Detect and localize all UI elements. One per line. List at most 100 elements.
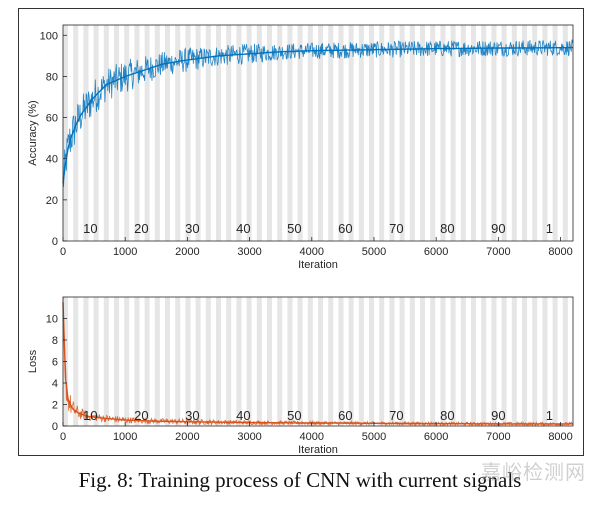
epoch-band [98,297,104,426]
epoch-band [562,25,568,241]
epoch-band [537,297,543,426]
epoch-band [394,25,400,241]
x-tick-label: 8000 [548,431,572,443]
epoch-band [343,25,349,241]
epoch-band [267,25,273,241]
epoch-label: 1 [546,221,553,236]
epoch-band [83,25,89,241]
epoch-band [216,25,222,241]
epoch-band [165,25,171,241]
epoch-band [103,297,109,426]
epoch-band [552,297,558,426]
epoch-band [221,297,227,426]
epoch-band [511,25,517,241]
epoch-band [471,25,477,241]
epoch-label: 90 [491,408,505,423]
epoch-band [435,25,441,241]
epoch-band [282,25,288,241]
epoch-band [323,297,329,426]
epoch-band [404,25,410,241]
epoch-band [389,25,395,241]
epoch-band [98,25,104,241]
epoch-band [414,297,420,426]
epoch-band [68,297,74,426]
epoch-band [338,25,344,241]
epoch-label: 60 [338,408,352,423]
epoch-band [83,297,89,426]
epoch-band [144,297,150,426]
epoch-band [476,297,482,426]
epoch-band [231,25,237,241]
epoch-band [302,25,308,241]
epoch-band [124,25,130,241]
epoch-band [399,25,405,241]
epoch-label: 70 [389,221,403,236]
x-tick-label: 1000 [113,431,137,443]
epoch-band [491,297,497,426]
epoch-band [129,297,135,426]
x-tick-label: 0 [60,431,66,443]
epoch-band [338,297,344,426]
epoch-band [557,25,563,241]
x-tick-label: 4000 [300,246,324,258]
epoch-band [527,25,533,241]
epoch-band [119,297,125,426]
accuracy-series-line [62,39,574,187]
epoch-band [552,25,558,241]
loss-x-axis-title: Iteration [298,444,338,456]
epoch-band [379,25,385,241]
epoch-band [348,297,354,426]
epoch-band [139,297,145,426]
epoch-band [287,25,293,241]
epoch-band [522,25,528,241]
epoch-band [277,25,283,241]
epoch-band [384,297,390,426]
epoch-band [333,297,339,426]
epoch-label: 50 [287,221,301,236]
epoch-band [154,25,160,241]
epoch-band [333,25,339,241]
epoch-band [328,297,334,426]
epoch-band [195,297,201,426]
epoch-band [256,297,262,426]
epoch-band [394,297,400,426]
y-tick-label: 10 [46,314,58,326]
y-tick-label: 2 [52,400,58,412]
epoch-band [358,25,364,241]
epoch-band [369,297,375,426]
epoch-band [389,297,395,426]
epoch-band [170,297,176,426]
y-tick-label: 0 [52,421,58,433]
epoch-band [190,25,196,241]
epoch-band [256,25,262,241]
epoch-band [277,297,283,426]
epoch-band [154,297,160,426]
epoch-band [261,25,267,241]
epoch-band [430,297,436,426]
epoch-band [93,297,99,426]
x-tick-label: 5000 [362,246,386,258]
x-tick-label: 0 [60,246,66,258]
epoch-band [190,297,196,426]
epoch-band [200,25,206,241]
epoch-band [180,25,186,241]
epoch-band [175,25,181,241]
epoch-band [440,25,446,241]
epoch-band [195,25,201,241]
epoch-band [516,25,522,241]
epoch-band [241,25,247,241]
epoch-band [384,25,390,241]
epoch-band [486,297,492,426]
figure-caption: Fig. 8: Training process of CNN with cur… [78,468,522,492]
epoch-band [511,297,517,426]
epoch-band [430,25,436,241]
epoch-band [374,297,380,426]
epoch-band [450,297,456,426]
y-tick-label: 100 [40,30,58,42]
epoch-band [409,25,415,241]
epoch-band [216,297,222,426]
epoch-band [226,25,232,241]
y-tick-label: 60 [46,113,58,125]
x-tick-label: 4000 [300,431,324,443]
